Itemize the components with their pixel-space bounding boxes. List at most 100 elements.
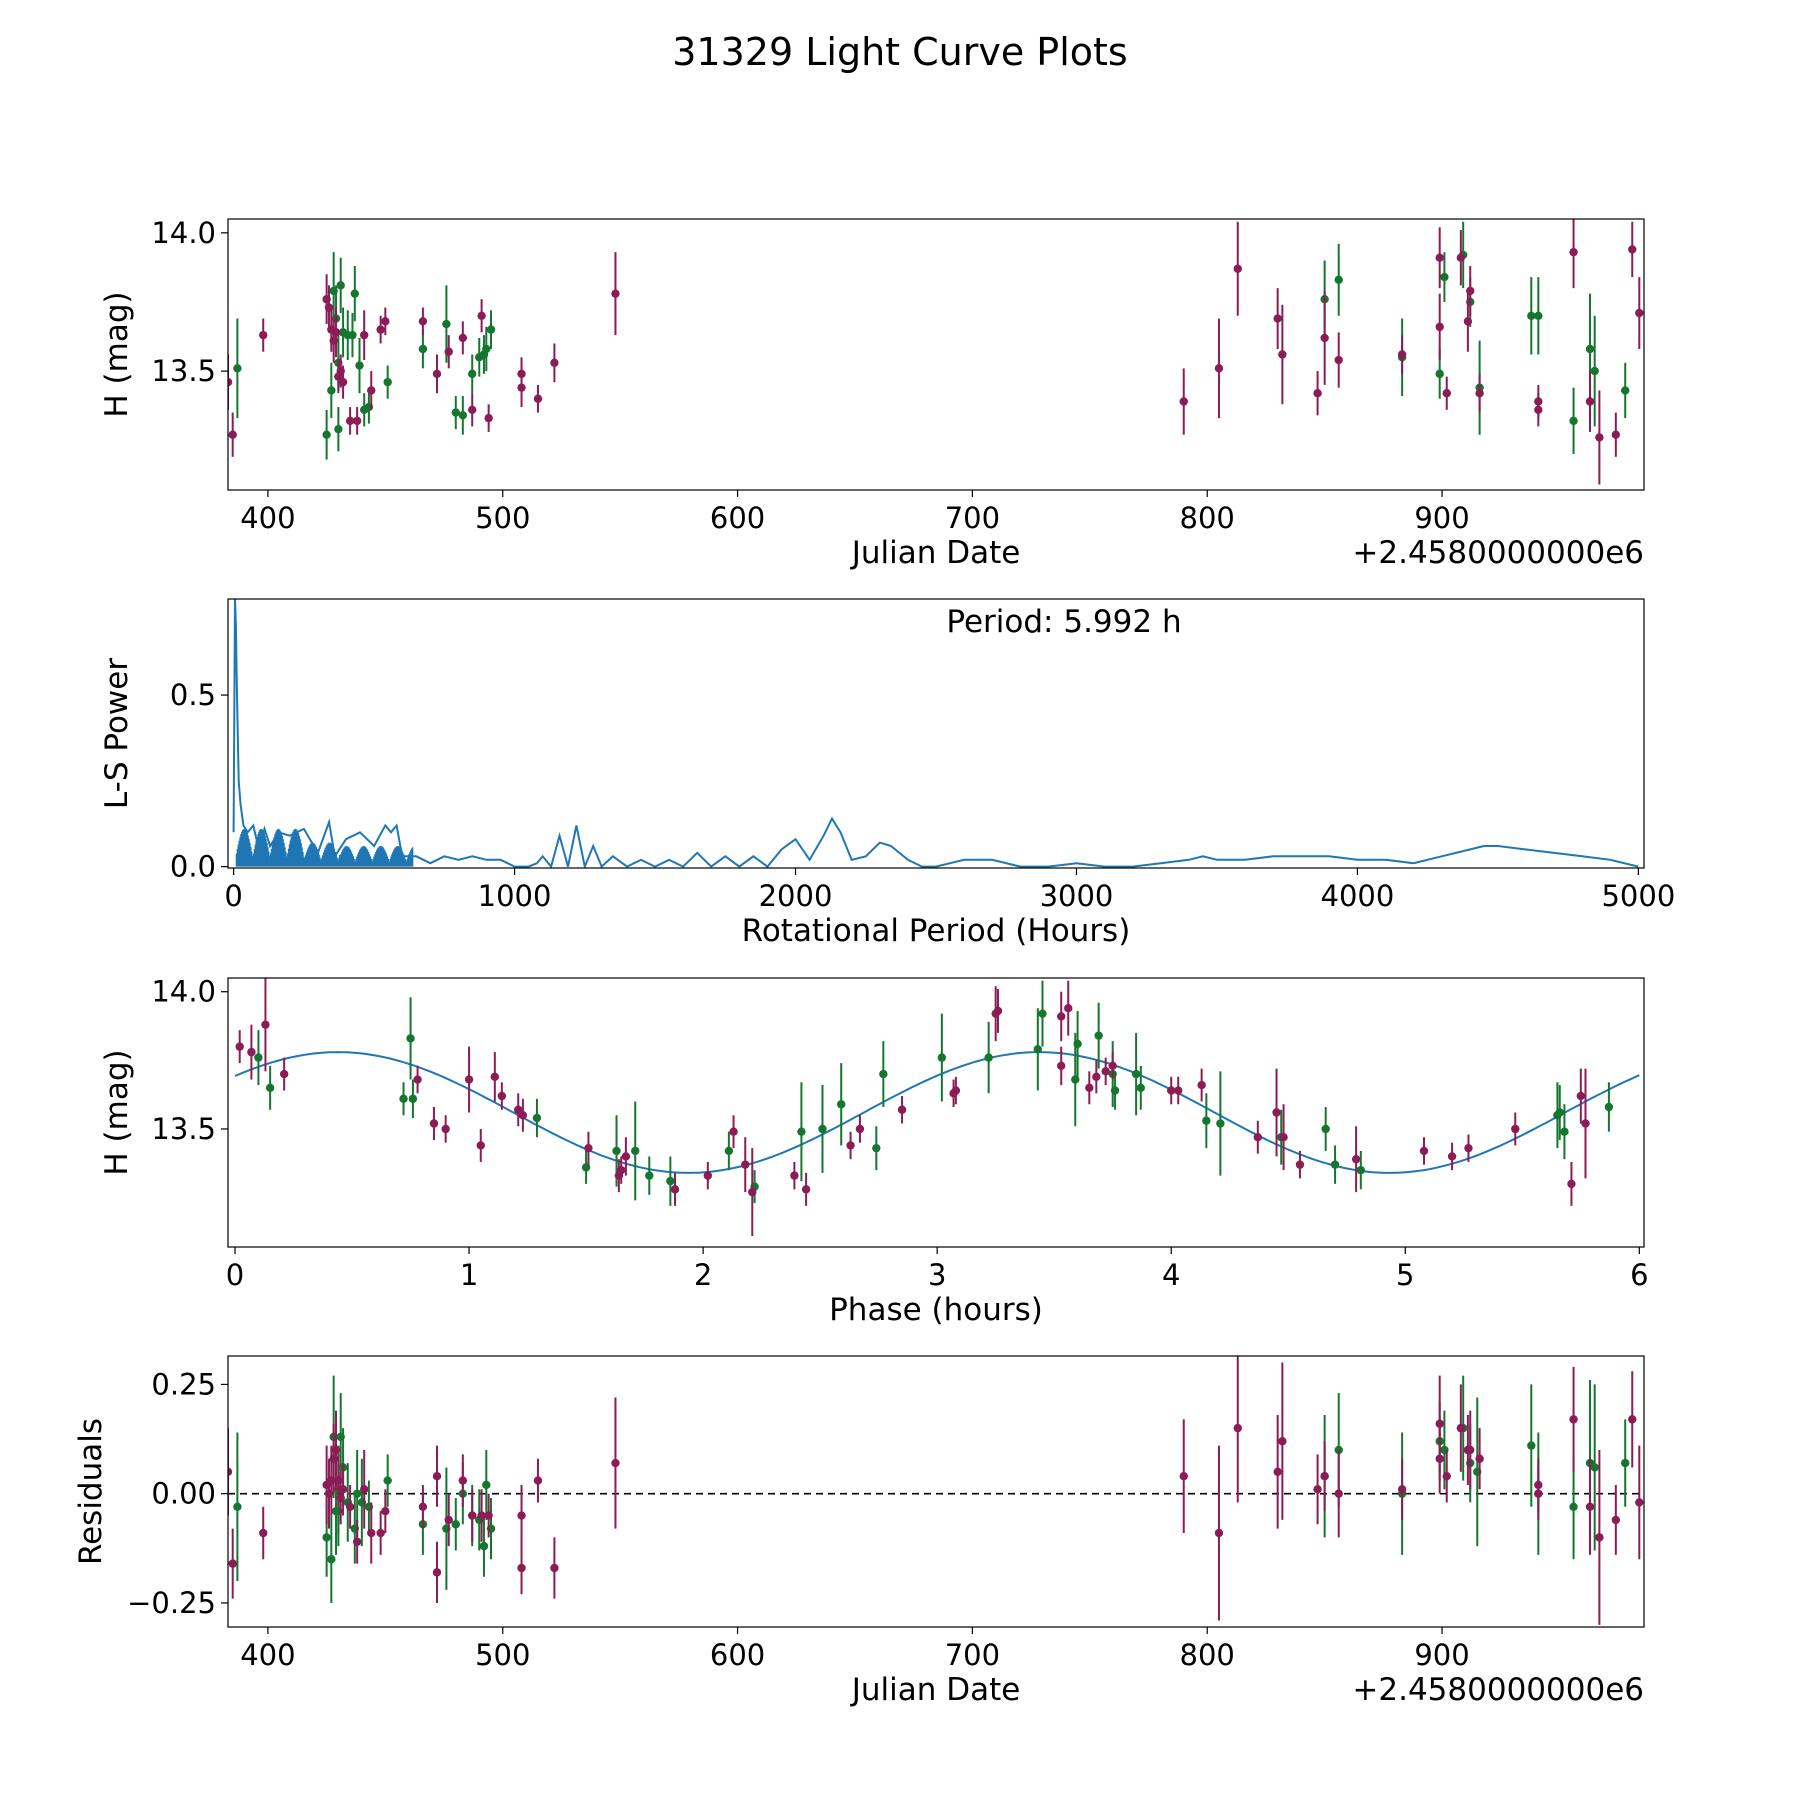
x-tick-label: 1000 <box>478 879 552 913</box>
data-point <box>1475 389 1484 398</box>
data-point <box>621 1152 631 1161</box>
data-point <box>1313 1485 1322 1494</box>
data-point <box>617 1165 626 1175</box>
axes-frame <box>227 598 1645 869</box>
data-point <box>797 1127 806 1136</box>
data-layer <box>228 219 1644 485</box>
data-point <box>1273 314 1282 323</box>
power-spectrum-line <box>232 599 1639 868</box>
data-point <box>1628 1415 1637 1424</box>
data-point <box>518 1111 528 1120</box>
data-point <box>484 413 493 423</box>
data-point <box>1094 1031 1103 1040</box>
data-point <box>1085 1083 1094 1092</box>
x-axis-label: Rotational Period (Hours) <box>742 913 1131 949</box>
data-point <box>1321 1124 1330 1134</box>
data-point <box>1635 1498 1644 1507</box>
x-tick-label: 3 <box>928 1258 946 1292</box>
data-point <box>1463 317 1473 326</box>
data-point <box>1456 1423 1466 1433</box>
data-point <box>1604 1102 1614 1112</box>
data-point <box>228 1467 233 1477</box>
data-point <box>235 1042 244 1051</box>
x-tick-label: 3000 <box>1040 879 1114 913</box>
data-point <box>517 1563 526 1573</box>
data-point <box>1569 1502 1578 1511</box>
data-point <box>1320 1472 1329 1481</box>
data-point <box>1278 1437 1287 1446</box>
data-point <box>1131 1069 1141 1079</box>
data-point <box>331 1445 341 1455</box>
axes-frame <box>227 1355 1645 1628</box>
data-point <box>1334 1489 1343 1498</box>
data-point <box>584 1143 593 1153</box>
data-point <box>468 405 477 415</box>
x-tick-label: 4 <box>1162 1258 1180 1292</box>
data-layer <box>228 1356 1644 1625</box>
data-point <box>1527 311 1536 320</box>
data-point <box>1435 369 1444 379</box>
data-point <box>951 1086 961 1095</box>
data-point <box>1555 1108 1564 1117</box>
data-point <box>1110 1086 1120 1095</box>
y-axis-label: Residuals <box>73 1418 109 1565</box>
data-point <box>1038 1009 1047 1018</box>
data-point <box>228 377 233 387</box>
x-tick-label: 1 <box>460 1258 478 1292</box>
data-point <box>1233 264 1242 273</box>
data-point <box>350 289 360 298</box>
data-point <box>259 1528 268 1538</box>
data-point <box>468 1511 477 1520</box>
data-point <box>1435 253 1444 262</box>
data-point <box>937 1053 947 1062</box>
data-point <box>1569 416 1578 426</box>
data-point <box>1167 1086 1176 1095</box>
sinusoid-fit-curve <box>234 1051 1640 1174</box>
x-tick-label: 4000 <box>1321 879 1395 913</box>
data-point <box>376 325 385 334</box>
data-point <box>1569 1415 1578 1424</box>
data-point <box>482 1480 491 1490</box>
x-tick-label: 800 <box>1180 501 1235 535</box>
data-point <box>533 394 543 403</box>
y-axis-label: L-S Power <box>99 658 135 809</box>
data-point <box>322 1533 331 1542</box>
data-point <box>1611 1515 1621 1525</box>
data-point <box>1511 1124 1520 1134</box>
data-point <box>338 377 348 387</box>
data-point <box>1611 430 1621 439</box>
data-point <box>984 1053 993 1062</box>
data-point <box>741 1160 750 1169</box>
data-point <box>1179 1472 1188 1481</box>
data-point <box>550 358 559 367</box>
data-point <box>993 1006 1003 1016</box>
data-point <box>441 1124 450 1134</box>
data-point <box>1419 1146 1429 1156</box>
y-tick-label: 0.0 <box>170 850 216 884</box>
data-point <box>1071 1075 1080 1084</box>
data-point <box>383 377 392 387</box>
data-point <box>1621 386 1630 395</box>
data-point <box>517 1511 526 1520</box>
data-point <box>581 1163 591 1172</box>
data-point <box>352 416 362 426</box>
data-point <box>1585 397 1595 406</box>
data-point <box>517 369 526 379</box>
data-point <box>352 1537 362 1546</box>
data-point <box>1202 1116 1211 1125</box>
data-point <box>1057 1061 1066 1071</box>
panel-lightcurve: 400 500 600 700 800 900 13.5 14.0 Julian Date H (… <box>99 216 1645 571</box>
data-point <box>451 408 460 417</box>
data-point <box>1397 1485 1407 1494</box>
data-point <box>1295 1160 1305 1169</box>
data-point <box>265 1083 275 1092</box>
x-offset-label: +2.4580000000e6 <box>1352 535 1644 571</box>
x-tick-label: 800 <box>1180 1638 1235 1672</box>
data-point <box>1272 1108 1281 1117</box>
data-point <box>1442 389 1451 398</box>
data-point <box>345 416 355 426</box>
data-point <box>1475 1454 1484 1463</box>
data-point <box>327 386 336 395</box>
data-point <box>1576 1091 1586 1101</box>
